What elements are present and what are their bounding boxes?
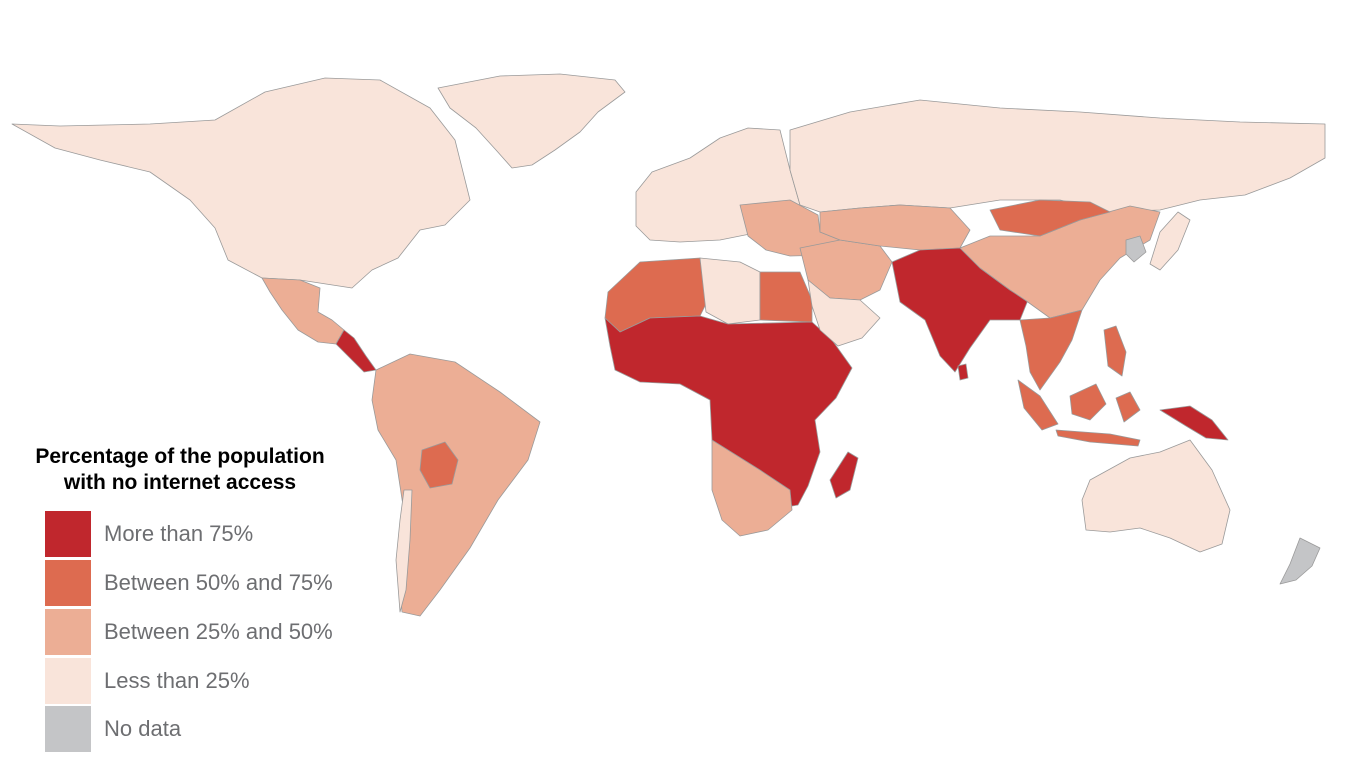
legend-label-50-to-75: Between 50% and 75% [104, 570, 333, 595]
region-southern-africa [711, 439, 793, 537]
region-russia [789, 99, 1326, 213]
region-australia [1081, 439, 1231, 553]
legend-item-25-to-50: Between 25% and 50% [45, 609, 405, 655]
legend-swatch-less-than-25 [45, 658, 91, 704]
region-greenland [437, 73, 626, 169]
region-sub-saharan-africa [604, 315, 853, 509]
legend-label-no-data: No data [104, 716, 182, 741]
region-japan [1149, 211, 1191, 271]
region-indonesia [1017, 379, 1059, 431]
region-korea [1125, 235, 1147, 263]
region-mexico [261, 277, 345, 345]
legend-swatch-no-data [45, 706, 91, 752]
legend-swatch-25-to-50 [45, 609, 91, 655]
region-southeast-asia-philippines [1103, 325, 1127, 377]
region-indonesia-borneo [1069, 383, 1107, 421]
region-southeast-asia [1019, 309, 1083, 391]
legend-label-less-than-25: Less than 25% [104, 668, 250, 693]
region-central-america [335, 329, 377, 373]
region-madagascar [829, 451, 859, 499]
legend-item-more-than-75: More than 75% [45, 511, 405, 557]
legend-item-less-than-25: Less than 25% [45, 658, 405, 704]
legend-label-more-than-75: More than 75% [104, 521, 254, 546]
map-legend: Percentage of the population with no int… [0, 444, 400, 752]
region-chile [395, 489, 413, 613]
region-indonesia-java [1055, 429, 1141, 447]
region-new-zealand [1279, 537, 1321, 585]
region-south-america [371, 353, 541, 617]
region-indonesia-sulawesi [1115, 391, 1141, 423]
region-libya [699, 257, 761, 325]
legend-item-50-to-75: Between 50% and 75% [45, 560, 405, 606]
region-mongolia [989, 199, 1111, 237]
legend-label-25-to-50: Between 25% and 50% [104, 619, 333, 644]
region-bolivia [419, 441, 459, 489]
legend-title: Percentage of the population with no int… [35, 445, 325, 494]
region-south-asia-sri-lanka [957, 363, 969, 381]
region-egypt [759, 271, 813, 323]
legend-swatch-50-to-75 [45, 560, 91, 606]
region-arabia [807, 279, 881, 347]
legend-item-no-data: No data [45, 706, 405, 752]
legend-swatch-more-than-75 [45, 511, 91, 557]
region-papua-new-guinea [1159, 405, 1229, 441]
region-north-america [11, 77, 471, 289]
